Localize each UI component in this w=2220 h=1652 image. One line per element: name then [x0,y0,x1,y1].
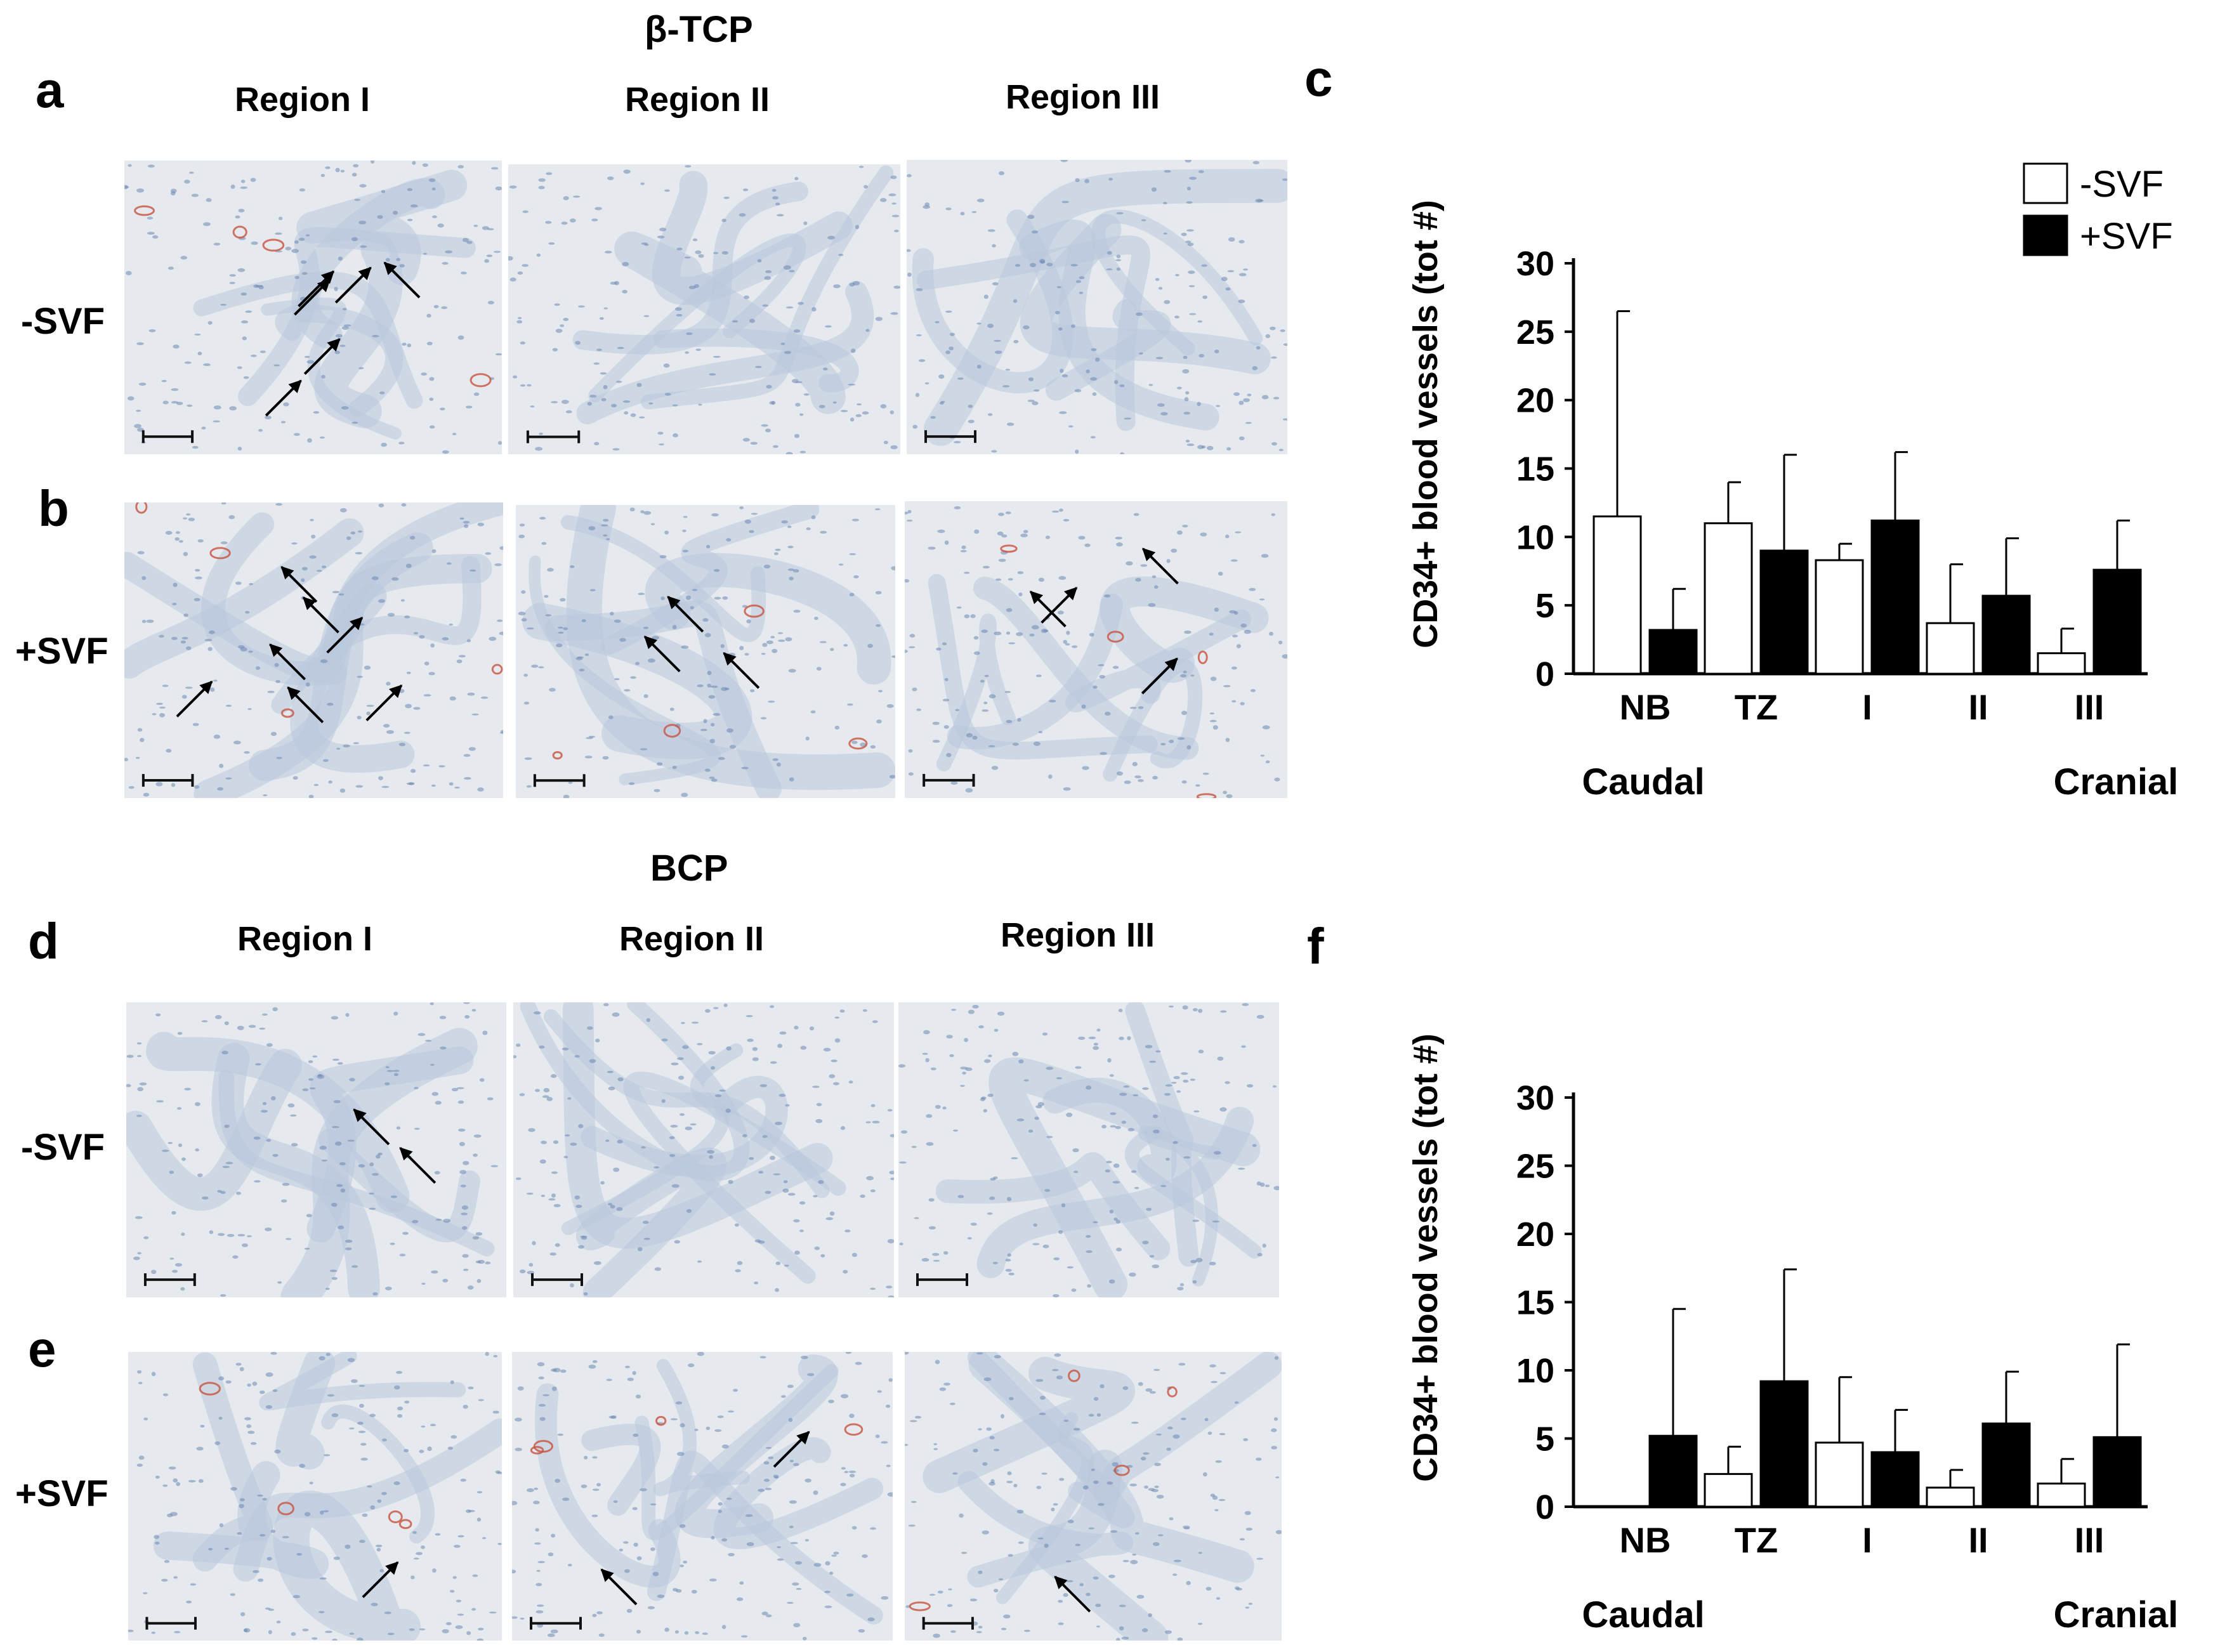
x-category-label-III: III [2075,1520,2105,1560]
legend-label-+SVF: +SVF [2080,216,2173,257]
cranial-label: Cranial [2054,761,2179,803]
x-category-label-II: II [1968,687,1988,727]
panel-letter-b: b [38,480,69,537]
caudal-label: Caudal [1582,1594,1704,1636]
bar--SVF-II [1926,1486,1975,1508]
x-category-label-II: II [1968,1520,1988,1560]
x-category-label-III: III [2075,687,2105,727]
y-tick-label-25: 25 [1516,1148,1554,1186]
y-tick-label-5: 5 [1535,1420,1554,1459]
panel-letter-c: c [1304,50,1333,107]
x-category-label-I: I [1862,687,1872,727]
y-tick-label-15: 15 [1516,1284,1554,1322]
chart-f: CD34+ blood vessels (tot #) 0 5 10 15 20 25 30 N… [1364,977,2214,1652]
btcp-region-iii-title: Region III [1006,78,1160,116]
micrograph-bcp-minus-svf-region-iii [898,1002,1279,1297]
bar-+SVF-II [1981,594,2031,675]
btcp-group-title: β-TCP [645,9,753,50]
bar-+SVF-I [1870,519,1920,675]
y-tick-label-15: 15 [1516,450,1554,488]
bcp-row-label-minus-svf: -SVF [21,1127,105,1168]
bar-chart-f: CD34+ blood vessels (tot #) 0 5 10 15 20 25 30 N… [1407,1033,2179,1636]
cranial-label: Cranial [2054,1594,2179,1636]
btcp-row-label-plus-svf: +SVF [15,631,108,672]
micrograph-btcp-plus-svf-region-ii [516,505,895,798]
bar--SVF-III [2037,1482,2086,1508]
micrograph-btcp-plus-svf-region-i [124,502,503,798]
bar-+SVF-III [2092,568,2142,675]
bar-+SVF-III [2092,1436,2142,1508]
panel-letter-e: e [28,1321,56,1377]
y-tick-label-5: 5 [1535,587,1554,625]
bar--SVF-TZ [1704,522,1753,675]
chart-c: CD34+ blood vessels (tot #) 0 5 10 15 20 25 30 N… [1364,146,2214,831]
bcp-region-iii-title: Region III [1001,916,1155,954]
panel-letter-a: a [36,62,64,118]
micrograph-bcp-minus-svf-region-ii [513,1002,894,1297]
btcp-region-i-title: Region I [235,81,370,119]
bcp-group-title: BCP [650,848,728,889]
bar--SVF-TZ [1704,1472,1753,1508]
legend-swatch-+SVF [2023,214,2068,256]
panel-letter-f: f [1307,918,1324,974]
x-category-label-NB: NB [1620,687,1671,727]
panel-letter-d: d [28,913,59,969]
bcp-region-i-title: Region I [237,920,372,958]
bar-+SVF-TZ [1759,1380,1809,1508]
bar-+SVF-NB [1648,629,1698,675]
bar-chart-c: CD34+ blood vessels (tot #) 0 5 10 15 20 25 30 N… [1407,162,2179,803]
bar--SVF-II [1926,622,1975,675]
micrograph-bcp-plus-svf-region-iii [905,1352,1282,1641]
y-axis-label: CD34+ blood vessels (tot #) [1407,200,1445,648]
y-tick-label-10: 10 [1516,518,1554,556]
y-tick-label-10: 10 [1516,1352,1554,1390]
y-tick-label-30: 30 [1516,245,1554,283]
caudal-label: Caudal [1582,761,1704,803]
micrograph-bcp-plus-svf-region-ii [512,1352,893,1641]
bcp-row-label-plus-svf: +SVF [15,1473,108,1514]
bar--SVF-III [2037,652,2086,675]
legend-label--SVF: -SVF [2080,164,2164,205]
btcp-row-label-minus-svf: -SVF [21,301,105,342]
bar-+SVF-NB [1648,1434,1698,1508]
y-tick-label-20: 20 [1516,382,1554,420]
y-tick-label-0: 0 [1535,655,1554,693]
x-category-label-NB: NB [1620,1520,1671,1560]
micrograph-bcp-plus-svf-region-i [128,1352,502,1641]
bar-+SVF-TZ [1759,549,1809,675]
bar-+SVF-I [1870,1451,1920,1508]
btcp-region-ii-title: Region II [625,81,770,119]
bar--SVF-I [1815,1441,1864,1508]
micrograph-bcp-minus-svf-region-i [126,1002,506,1297]
micrograph-btcp-minus-svf-region-ii [508,164,900,454]
bar--SVF-NB [1593,515,1642,675]
bcp-region-ii-title: Region II [619,920,764,958]
micrograph-btcp-minus-svf-region-i [124,161,502,454]
bar--SVF-I [1815,559,1864,675]
x-category-label-I: I [1862,1520,1872,1560]
x-category-label-TZ: TZ [1735,1520,1778,1560]
y-axis-label: CD34+ blood vessels (tot #) [1407,1033,1445,1482]
legend-swatch--SVF [2023,162,2068,204]
y-tick-label-20: 20 [1516,1216,1554,1254]
micrograph-btcp-plus-svf-region-iii [905,501,1287,798]
bar-+SVF-II [1981,1422,2031,1508]
x-category-label-TZ: TZ [1735,687,1778,727]
micrograph-btcp-minus-svf-region-iii [907,160,1287,454]
y-tick-label-0: 0 [1535,1488,1554,1526]
y-tick-label-25: 25 [1516,313,1554,351]
y-tick-label-30: 30 [1516,1079,1554,1117]
